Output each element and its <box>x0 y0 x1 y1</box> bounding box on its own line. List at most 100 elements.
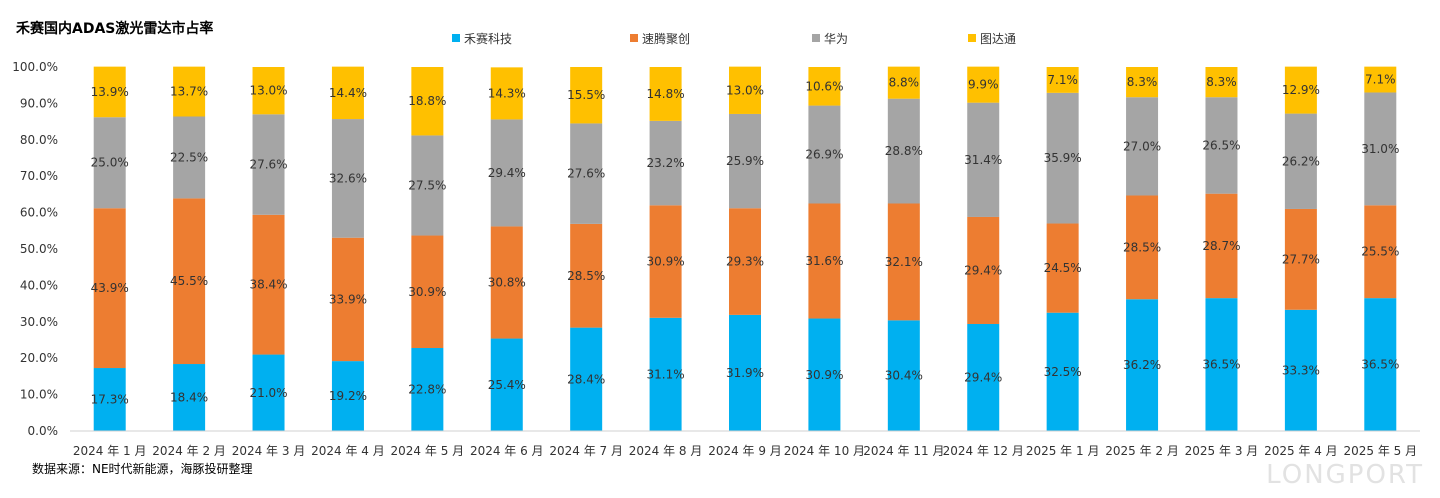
data-label: 25.0% <box>91 156 129 170</box>
bar-segment <box>411 348 444 431</box>
data-label: 14.4% <box>329 86 367 100</box>
data-label: 13.9% <box>91 85 129 99</box>
bar-segment <box>1284 309 1317 431</box>
data-label: 43.9% <box>91 281 129 295</box>
data-label: 17.3% <box>91 393 129 407</box>
data-label: 27.7% <box>1282 252 1320 266</box>
bar-segment <box>1046 223 1079 313</box>
bar-segment <box>331 66 364 120</box>
x-tick-label: 2024 年 2 月 <box>152 444 226 458</box>
data-label: 27.0% <box>1123 139 1161 153</box>
data-label: 25.9% <box>726 154 764 168</box>
data-label: 14.8% <box>647 87 685 101</box>
bar-segment <box>1126 299 1159 431</box>
x-tick-label: 2024 年 10 月 <box>784 444 865 458</box>
bar-segment <box>729 66 761 114</box>
bar-segment <box>490 338 523 431</box>
bar-segment <box>570 123 603 224</box>
data-label: 45.5% <box>170 274 208 288</box>
bar-segment <box>252 114 285 215</box>
y-tick-label: 0.0% <box>28 424 59 438</box>
bar-segment <box>411 135 444 236</box>
data-label: 30.9% <box>408 285 446 299</box>
data-label: 22.8% <box>408 383 446 397</box>
bar-segment <box>649 120 682 206</box>
data-label: 31.6% <box>805 254 843 268</box>
bar-segment <box>1046 312 1079 431</box>
data-label: 19.2% <box>329 389 367 403</box>
data-label: 13.0% <box>249 84 287 98</box>
bar-segment <box>729 314 761 431</box>
bar-segment <box>570 327 603 431</box>
data-label: 18.4% <box>170 391 208 405</box>
data-label: 25.5% <box>1361 245 1399 259</box>
data-label: 29.4% <box>964 263 1002 277</box>
bar-segment <box>1205 193 1238 299</box>
bar-segment <box>331 237 364 362</box>
x-tick-label: 2024 年 1 月 <box>73 444 147 458</box>
bar-segment <box>173 198 206 365</box>
bar-segment <box>1205 298 1238 431</box>
x-axis: 2024 年 1 月 2024 年 2 月 2024 年 3 月 2024 年 4 月… <box>70 430 1420 458</box>
bar-segment <box>490 67 523 120</box>
data-label: 30.4% <box>885 369 923 383</box>
watermark-logo: LONGPORT <box>1266 460 1424 490</box>
bar-segment <box>1046 67 1079 93</box>
data-label: 31.0% <box>1361 142 1399 156</box>
bar-segment <box>173 116 206 199</box>
data-label: 30.9% <box>647 255 685 269</box>
data-label: 12.9% <box>1282 83 1320 97</box>
bar-segment <box>93 368 126 431</box>
bar-segment <box>967 102 1000 217</box>
x-tick-label: 2025 年 5 月 <box>1343 444 1417 458</box>
bar-segment <box>411 67 444 136</box>
data-label: 22.5% <box>170 150 208 164</box>
bar-segment <box>729 208 761 315</box>
x-tick-label: 2024 年 8 月 <box>629 444 703 458</box>
legend-swatch <box>812 34 820 42</box>
source-note: 数据来源：NE时代新能源，海豚投研整理 <box>32 462 253 476</box>
legend-swatch <box>968 34 976 42</box>
bar-segment <box>93 117 126 209</box>
bar-segment <box>173 66 206 117</box>
data-label: 35.9% <box>1044 151 1082 165</box>
chart-title: 禾赛国内ADAS激光雷达市占率 <box>16 21 214 37</box>
data-label: 23.2% <box>647 156 685 170</box>
data-label: 33.3% <box>1282 363 1320 377</box>
bar-segment <box>649 317 682 431</box>
data-label: 8.8% <box>889 76 920 90</box>
data-label: 24.5% <box>1044 261 1082 275</box>
bar-segment <box>411 235 444 349</box>
data-label: 18.8% <box>408 94 446 108</box>
legend-label: 禾赛科技 <box>464 31 512 46</box>
data-label: 29.4% <box>488 166 526 180</box>
data-label: 28.4% <box>567 372 605 386</box>
data-label: 29.3% <box>726 255 764 269</box>
data-label: 29.4% <box>964 370 1002 384</box>
data-label: 38.4% <box>249 278 287 292</box>
data-label: 13.0% <box>726 83 764 97</box>
bar-segment <box>1046 92 1079 224</box>
data-label: 7.1% <box>1047 73 1078 87</box>
bar-segment <box>1364 205 1397 299</box>
x-tick-label: 2024 年 4 月 <box>311 444 385 458</box>
bar-segment <box>93 208 126 369</box>
bar-segment <box>331 361 364 431</box>
x-tick-label: 2024 年 7 月 <box>549 444 623 458</box>
x-tick-label: 2025 年 4 月 <box>1264 444 1338 458</box>
data-label: 15.5% <box>567 88 605 102</box>
data-label: 28.7% <box>1202 239 1240 253</box>
data-label: 31.1% <box>647 367 685 381</box>
y-axis: 0.0% 10.0% 20.0% 30.0% 40.0% 50.0% 60.0% 70.0% 8… <box>12 60 58 438</box>
bar-segment <box>252 354 285 431</box>
bar-segment <box>649 205 682 318</box>
bar-segment <box>649 67 682 121</box>
x-tick-label: 2025 年 3 月 <box>1185 444 1259 458</box>
x-tick-label: 2024 年 11 月 <box>863 444 944 458</box>
y-tick-label: 70.0% <box>20 169 58 183</box>
data-label: 9.9% <box>968 78 999 92</box>
data-label: 25.4% <box>488 378 526 392</box>
data-label: 28.5% <box>567 269 605 283</box>
bar-segment <box>490 226 523 339</box>
